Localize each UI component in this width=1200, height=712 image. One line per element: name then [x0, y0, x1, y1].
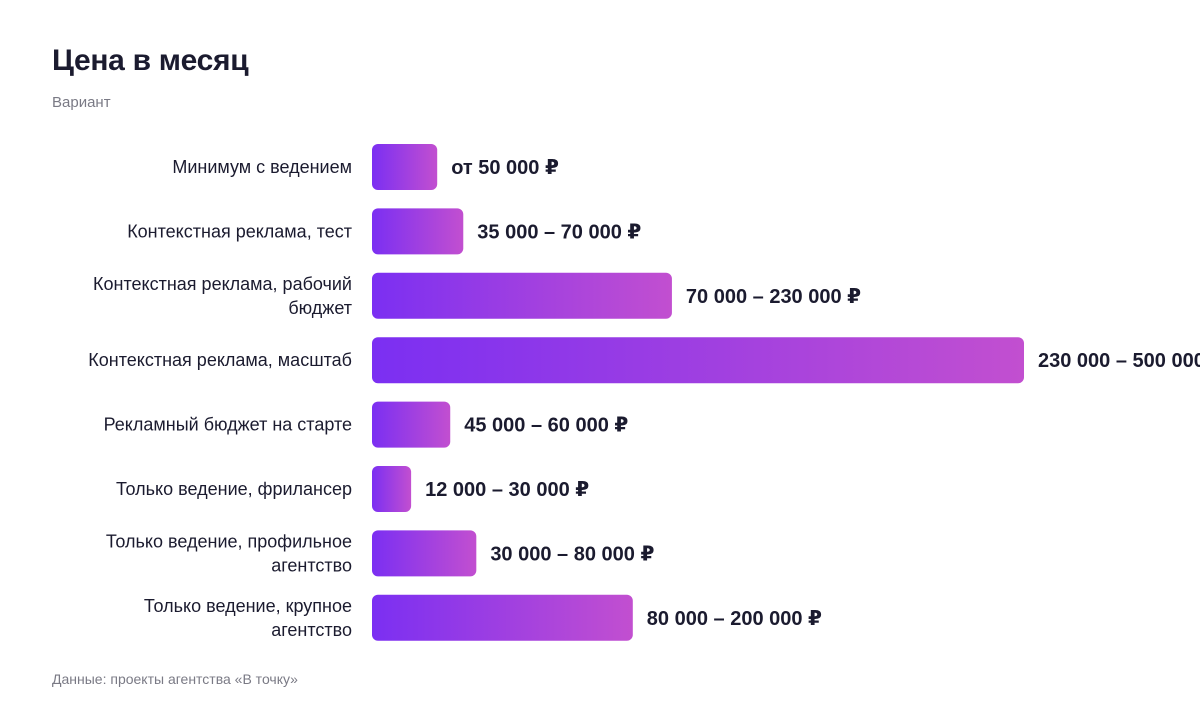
chart-title: Цена в месяц [52, 44, 249, 77]
category-label: Только ведение, фрилансер [116, 479, 352, 499]
value-label: 70 000 – 230 000 ₽ [686, 286, 861, 308]
category-label: Контекстная реклама, рабочий бюджет [93, 274, 352, 318]
category-label: Только ведение, крупное агентство [144, 596, 352, 640]
category-label: Минимум с ведением [172, 157, 352, 177]
chart-subtitle: Вариант [52, 94, 111, 111]
value-label: от 50 000 ₽ [451, 157, 559, 179]
category-label: Контекстная реклама, тест [127, 221, 352, 241]
value-label: 45 000 – 60 000 ₽ [464, 415, 628, 437]
value-label: 30 000 – 80 000 ₽ [490, 543, 654, 565]
bar-4 [372, 337, 1024, 384]
value-label: 80 000 – 200 000 ₽ [647, 608, 822, 630]
value-label: 35 000 – 70 000 ₽ [477, 221, 641, 243]
data-source-note: Данные: проекты агентства «В точку» [52, 671, 298, 687]
bar-3 [372, 272, 672, 319]
bar-5 [372, 401, 451, 448]
bar-6 [372, 466, 412, 512]
category-label: Контекстная реклама, масштаб [88, 350, 352, 370]
value-label: 12 000 – 30 000 ₽ [425, 479, 589, 501]
bar-7 [372, 530, 477, 577]
bar-8 [372, 594, 633, 641]
bar-2 [372, 208, 464, 255]
bar-1 [372, 144, 438, 190]
category-label: Только ведение, профильное агентство [106, 531, 352, 575]
category-label: Рекламный бюджет на старте [104, 415, 352, 435]
value-label: 230 000 – 500 000 ₽ [1038, 350, 1200, 372]
